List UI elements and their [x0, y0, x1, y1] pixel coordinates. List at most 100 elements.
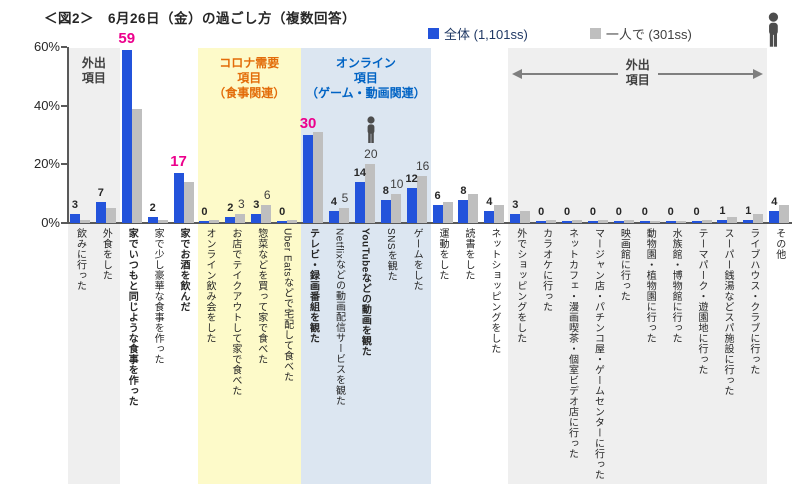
bar-zentai: [121, 49, 132, 223]
category-label: 水族館・博物館に行った: [670, 228, 682, 344]
bar-zentai: [147, 217, 158, 223]
category-label: オンライン飲み会をした: [203, 228, 215, 344]
value-label-zentai: 14: [353, 166, 366, 179]
value-label-zentai: 12: [405, 172, 418, 185]
bar-hitoride: [572, 220, 583, 223]
bar-zentai: [458, 199, 469, 223]
bar-zentai: [199, 221, 210, 223]
y-tick-mark: [61, 163, 67, 166]
category-label: ネットカフェ・漫画喫茶・個室ビデオ店に行った: [566, 228, 578, 459]
value-label-hitoride: 5: [341, 191, 349, 206]
bar-zentai: [173, 173, 184, 223]
value-label-zentai: 59: [118, 29, 136, 47]
category-label: テーマパーク・遊園地に行った: [696, 228, 708, 375]
bar-hitoride: [209, 220, 220, 223]
category-label: 家で少し豪華な食事を作った: [152, 228, 164, 365]
value-label-hitoride: 3: [238, 197, 245, 212]
bar-zentai: [587, 221, 598, 223]
bar-zentai: [743, 220, 754, 223]
value-label-zentai: 1: [745, 205, 752, 218]
category-label: 外でショッピングをした: [514, 228, 526, 344]
value-label-zentai: 3: [512, 199, 519, 212]
y-axis-line: [67, 47, 69, 223]
category-label: 家でいつもと同じような食事を作った: [126, 228, 138, 407]
value-label-zentai: 3: [253, 199, 260, 212]
bar-hitoride: [649, 221, 660, 223]
bar-zentai: [484, 211, 495, 223]
category-label: YouTubeなどの動画を観た: [359, 228, 371, 357]
category-label: Netflixなどの動画配信サービスを観た: [333, 228, 345, 407]
value-label-hitoride: 20: [364, 147, 378, 162]
bar-hitoride: [494, 205, 505, 223]
person-icon: [758, 12, 789, 53]
category-label: 惣菜などを買って家で食べた: [255, 228, 267, 365]
bar-hitoride: [235, 214, 246, 223]
legend-swatch-hitoride: [589, 28, 601, 39]
bar-hitoride: [105, 208, 116, 223]
bar-zentai: [354, 181, 365, 223]
category-label: 飲みに行った: [74, 228, 86, 291]
section-band-outing-left: 外出 項目: [68, 48, 120, 484]
bar-hitoride: [364, 164, 375, 223]
section-band-online: オンライン 項目 （ゲーム・動画関連）: [301, 48, 431, 484]
bar-hitoride: [675, 221, 686, 223]
section-header-outing-left: 外出 項目: [81, 56, 106, 85]
bar-hitoride: [468, 193, 479, 223]
section-band-outing-right: 外出 項目: [508, 48, 768, 484]
bar-hitoride: [727, 217, 738, 223]
category-label: ネットショッピングをした: [488, 228, 500, 354]
bar-zentai: [510, 214, 521, 223]
section-band-corona-demand: コロナ需要 項目 （食事関連）: [197, 48, 302, 484]
bar-zentai: [277, 221, 288, 223]
value-label-zentai: 6: [434, 190, 441, 203]
value-label-zentai: 0: [279, 206, 286, 218]
bar-hitoride: [313, 132, 324, 223]
bar-hitoride: [183, 181, 194, 223]
value-label-zentai: 2: [227, 202, 234, 215]
section-header-outing-right: 外出 項目: [625, 58, 650, 87]
category-label: その他: [773, 228, 785, 260]
bar-zentai: [95, 202, 106, 223]
bar-hitoride: [157, 220, 168, 223]
bar-zentai: [225, 217, 236, 223]
bar-zentai: [769, 211, 780, 223]
bar-zentai: [303, 135, 314, 223]
bar-zentai: [380, 199, 391, 223]
section-header-online: オンライン 項目 （ゲーム・動画関連）: [306, 56, 426, 100]
section-arrow-outing-right: 外出 項目: [508, 58, 767, 88]
bar-hitoride: [287, 220, 298, 223]
bar-hitoride: [779, 205, 790, 223]
bar-hitoride: [520, 211, 531, 223]
value-label-hitoride: 10: [390, 176, 404, 191]
y-tick-mark: [61, 46, 67, 48]
bar-hitoride: [623, 220, 634, 223]
value-label-zentai: 0: [201, 206, 208, 218]
category-label: 動物園・植物園に行った: [644, 228, 656, 344]
value-label-hitoride: 16: [415, 159, 430, 174]
bar-hitoride: [390, 193, 401, 223]
bar-zentai: [406, 187, 417, 223]
arrow-right-icon: [657, 69, 763, 79]
y-tick-label: 60%: [33, 39, 60, 54]
bar-hitoride: [597, 220, 608, 223]
value-label-zentai: 0: [538, 206, 545, 218]
category-label: 外食をした: [100, 228, 112, 281]
value-label-zentai: 8: [382, 184, 389, 197]
category-label: マージャン店・パチンコ屋・ゲームセンターに行った: [592, 228, 604, 480]
value-label-zentai: 3: [71, 199, 78, 212]
legend-swatch-zentai: [428, 28, 439, 39]
bar-zentai: [717, 220, 728, 223]
category-label: テレビ・録画番組を観た: [307, 228, 319, 344]
legend-item-zentai: 全体 (1,101ss): [428, 24, 528, 43]
value-label-zentai: 4: [771, 196, 778, 209]
value-label-zentai: 7: [97, 187, 104, 200]
bar-hitoride: [442, 202, 453, 223]
x-axis-line: [67, 222, 792, 224]
y-tick-label: 20%: [33, 156, 60, 172]
category-label: 運動をした: [437, 228, 449, 281]
bar-hitoride: [416, 176, 427, 223]
bar-hitoride: [131, 108, 142, 223]
value-label-hitoride: 6: [263, 188, 271, 203]
